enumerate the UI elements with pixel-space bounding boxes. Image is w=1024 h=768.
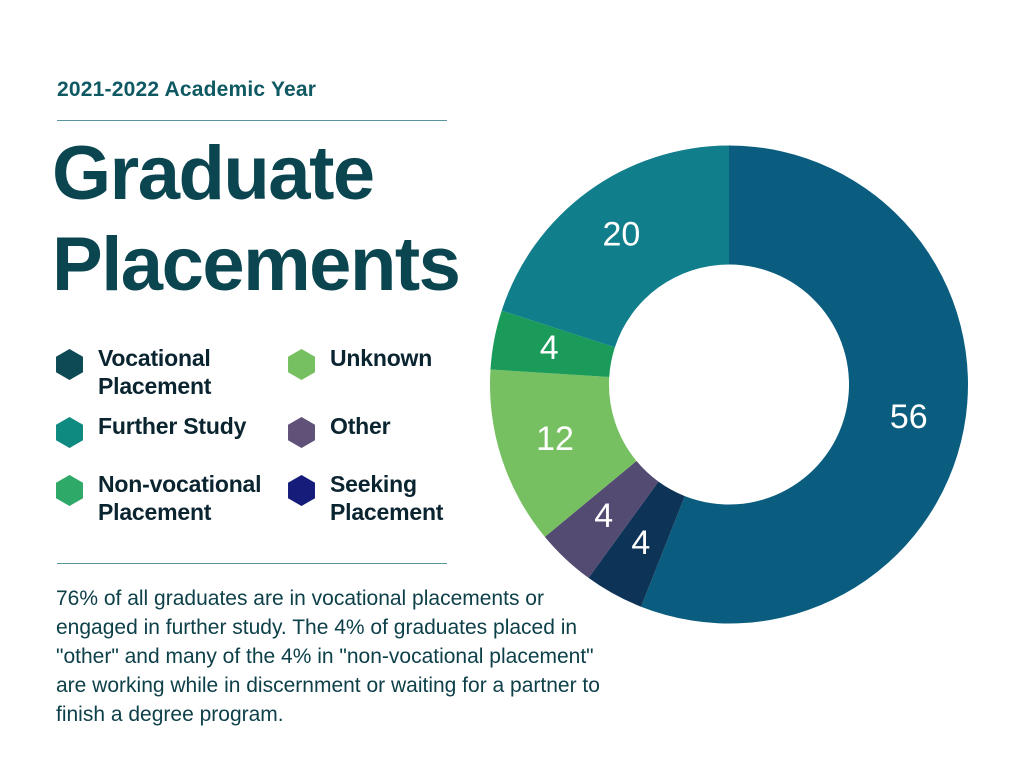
svg-text:20: 20 (602, 215, 640, 253)
svg-text:12: 12 (536, 420, 574, 458)
svg-text:4: 4 (631, 524, 650, 562)
svg-text:4: 4 (540, 329, 559, 367)
svg-text:4: 4 (594, 497, 613, 535)
svg-text:56: 56 (890, 398, 928, 436)
